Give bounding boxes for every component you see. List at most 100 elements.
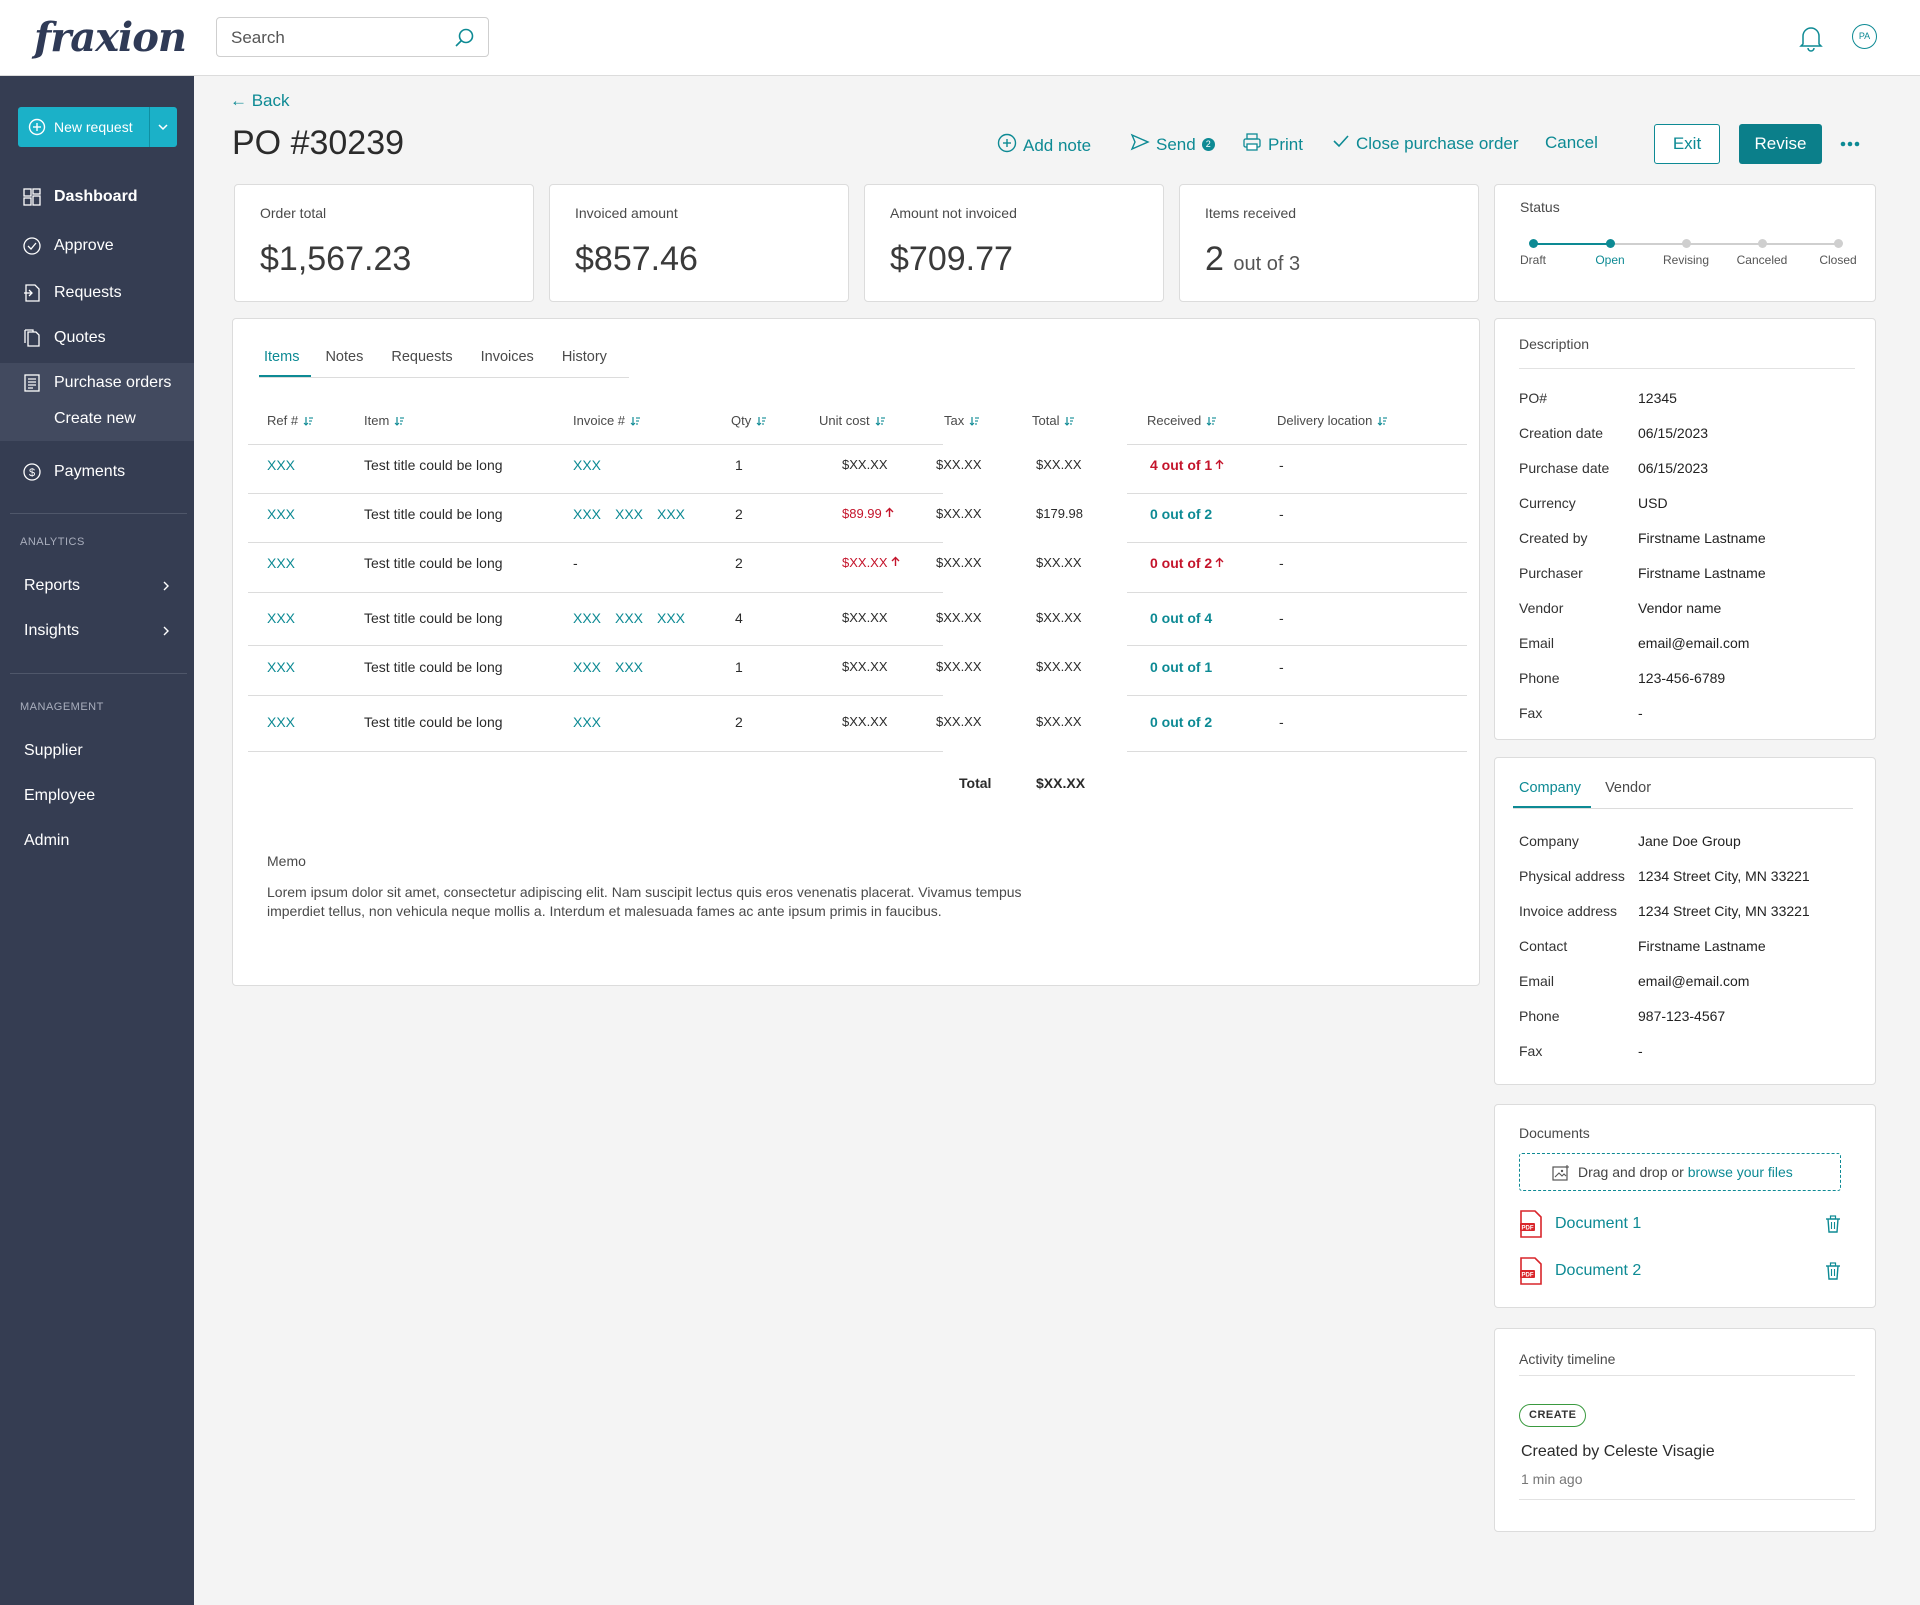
tab-items[interactable]: Items (259, 349, 312, 377)
send-button[interactable]: Send 2 (1130, 133, 1215, 156)
sidebar-item-employee[interactable]: Employee (24, 787, 96, 804)
print-button[interactable]: Print (1242, 133, 1303, 156)
sidebar-item-admin[interactable]: Admin (24, 832, 70, 849)
invoice-link[interactable]: XXX (657, 610, 686, 626)
delivery-location-cell: - (1279, 506, 1284, 522)
status-step-draft: Draft (1519, 253, 1546, 267)
ref-link[interactable]: XXX (267, 555, 296, 571)
invoice-link[interactable]: XXX (573, 506, 602, 522)
tax-cell: $XX.XX (936, 610, 982, 625)
total-cell: $XX.XX (1036, 457, 1082, 472)
delivery-location-cell: - (1279, 555, 1284, 571)
sort-icon[interactable] (1064, 416, 1075, 426)
document-name[interactable]: Document 2 (1555, 1262, 1642, 1279)
tab-requests[interactable]: Requests (391, 349, 453, 365)
sidebar-item-quotes[interactable]: Quotes (0, 318, 194, 358)
field-value: - (1638, 1043, 1643, 1059)
items-tabs: Items Notes Requests Invoices History (259, 349, 629, 378)
ref-link[interactable]: XXX (267, 457, 296, 473)
tab-company[interactable]: Company (1513, 780, 1592, 808)
status-dot-revising (1682, 239, 1691, 248)
bell-icon[interactable] (1798, 24, 1824, 52)
avatar[interactable]: PA (1852, 24, 1877, 49)
ref-link[interactable]: XXX (267, 506, 296, 522)
tab-vendor[interactable]: Vendor (1605, 780, 1652, 796)
column-header[interactable]: Ref # (267, 413, 314, 428)
activity-badge: CREATE (1519, 1404, 1587, 1427)
sort-icon[interactable] (1206, 416, 1217, 426)
status-dot-closed (1834, 239, 1843, 248)
column-header[interactable]: Delivery location (1277, 413, 1388, 428)
sidebar-item-purchase-orders[interactable]: Purchase orders (0, 363, 194, 403)
payments-icon: $ (22, 462, 42, 482)
back-link[interactable]: ← Back (230, 91, 290, 110)
more-options-icon[interactable] (1840, 140, 1860, 148)
sort-icon[interactable] (756, 416, 767, 426)
file-drop-zone[interactable]: Drag and drop or browse your files (1519, 1153, 1841, 1191)
invoice-link[interactable]: XXX (615, 506, 644, 522)
sidebar-item-approve[interactable]: Approve (0, 226, 194, 266)
column-header[interactable]: Qty (731, 413, 767, 428)
invoice-link[interactable]: XXX (573, 714, 602, 730)
browse-files-link[interactable]: browse your files (1687, 1164, 1793, 1180)
add-note-button[interactable]: Add note (997, 133, 1091, 158)
send-icon (1130, 133, 1150, 156)
column-header[interactable]: Tax (944, 413, 980, 428)
sort-icon[interactable] (1377, 416, 1388, 426)
item-title: Test title could be long (364, 555, 503, 571)
exit-button[interactable]: Exit (1654, 124, 1720, 164)
search-input[interactable] (231, 28, 451, 48)
sidebar-item-payments[interactable]: $ Payments (0, 452, 194, 492)
revise-button[interactable]: Revise (1739, 124, 1822, 164)
tab-history[interactable]: History (561, 349, 607, 365)
invoice-link[interactable]: XXX (657, 506, 686, 522)
sort-icon[interactable] (969, 416, 980, 426)
new-request-button[interactable]: New request (18, 107, 177, 147)
field-value: 987-123-4567 (1638, 1008, 1726, 1024)
cancel-button[interactable]: Cancel (1545, 133, 1598, 152)
field-value: Vendor name (1638, 600, 1722, 616)
drop-text: Drag and drop or (1578, 1164, 1688, 1180)
sort-icon[interactable] (875, 416, 886, 426)
chevron-down-icon[interactable] (157, 121, 169, 133)
sort-icon[interactable] (630, 416, 641, 426)
ref-link[interactable]: XXX (267, 714, 296, 730)
tab-notes[interactable]: Notes (325, 349, 364, 365)
trash-icon[interactable] (1825, 1262, 1841, 1280)
logo[interactable]: fraxion (34, 14, 187, 61)
close-purchase-order-button[interactable]: Close purchase order (1332, 133, 1519, 154)
invoice-link[interactable]: XXX (573, 610, 602, 626)
ref-link[interactable]: XXX (267, 659, 296, 675)
column-header[interactable]: Total (1032, 413, 1075, 428)
ref-link[interactable]: XXX (267, 610, 296, 626)
table-row-divider (248, 695, 943, 696)
invoice-link[interactable]: XXX (615, 610, 644, 626)
sidebar-item-dashboard[interactable]: Dashboard (0, 177, 194, 217)
sidebar-item-create-new[interactable]: Create new (54, 410, 136, 427)
sidebar-item-supplier[interactable]: Supplier (24, 742, 83, 759)
sidebar-item-requests[interactable]: Requests (0, 273, 194, 313)
column-header[interactable]: Item (364, 413, 405, 428)
invoice-link[interactable]: XXX (573, 457, 602, 473)
tab-invoices[interactable]: Invoices (480, 349, 534, 365)
sort-icon[interactable] (394, 416, 405, 426)
field-label: Physical address (1519, 868, 1625, 884)
sidebar-item-insights[interactable]: Insights (0, 611, 194, 651)
trash-icon[interactable] (1825, 1215, 1841, 1233)
table-row-divider (1127, 695, 1467, 696)
received-cell: 0 out of 1 (1150, 659, 1213, 675)
invoice-link[interactable]: XXX (573, 659, 602, 675)
search-icon[interactable] (454, 27, 476, 49)
column-header[interactable]: Received (1147, 413, 1217, 428)
purchase-orders-group: Purchase orders Create new (0, 363, 194, 441)
qty-cell: 4 (735, 610, 743, 626)
invoice-link[interactable]: XXX (615, 659, 644, 675)
plus-circle-icon (997, 133, 1017, 158)
column-header[interactable]: Unit cost (819, 413, 886, 428)
sort-icon[interactable] (303, 416, 314, 426)
column-header[interactable]: Invoice # (573, 413, 641, 428)
sidebar-item-reports[interactable]: Reports (0, 566, 194, 606)
tax-cell: $XX.XX (936, 714, 982, 729)
search-box[interactable] (216, 17, 489, 57)
document-name[interactable]: Document 1 (1555, 1215, 1642, 1232)
